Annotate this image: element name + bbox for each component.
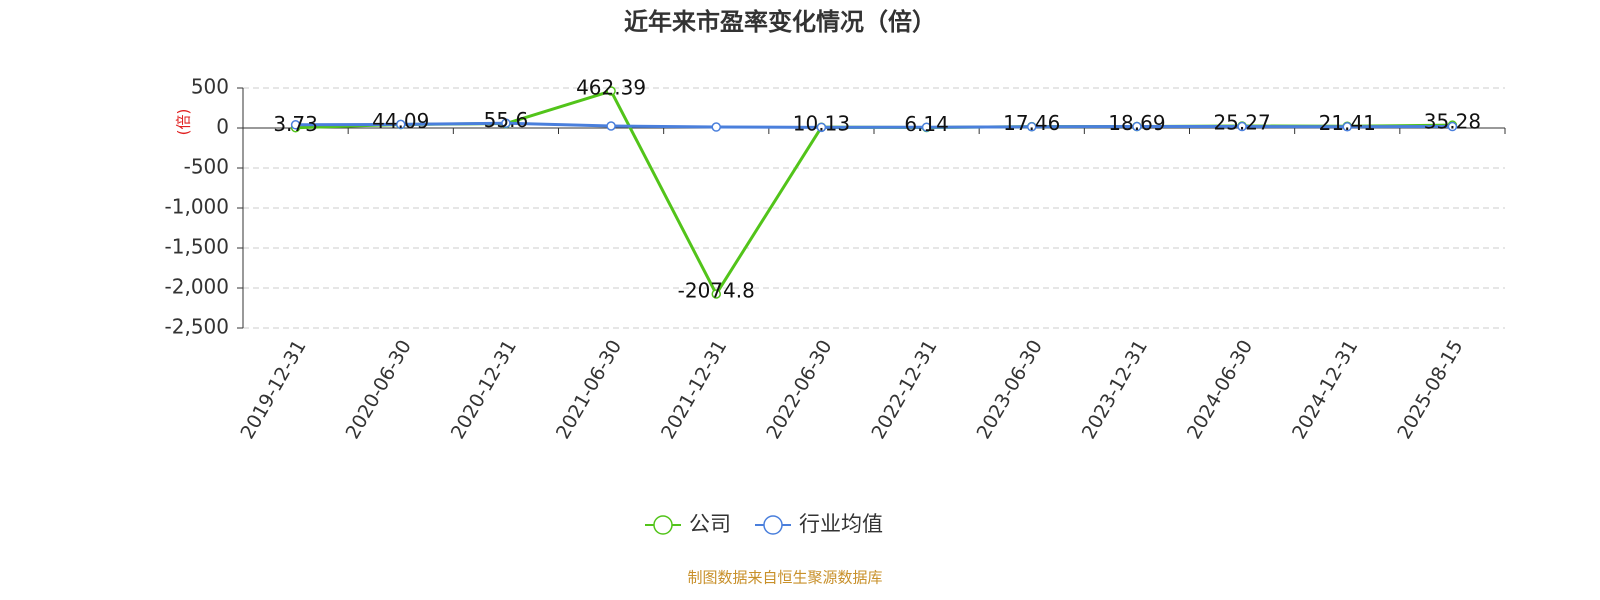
- legend-label: 公司: [689, 512, 731, 536]
- x-tick-label: 2020-12-31: [447, 336, 521, 443]
- y-tick-label: -1,000: [165, 195, 229, 219]
- x-tick-label: 2022-12-31: [867, 336, 941, 443]
- x-tick-label: 2019-12-31: [236, 336, 310, 443]
- x-tick-label: 2022-06-30: [762, 336, 836, 443]
- source-note: 制图数据来自恒生聚源数据库: [687, 569, 882, 587]
- y-axis-label: (倍): [175, 109, 193, 136]
- point: [290, 120, 301, 130]
- y-tick-label: 0: [216, 115, 229, 139]
- data-label: 462.39: [576, 76, 646, 100]
- y-tick-label: -500: [184, 155, 229, 179]
- point: [711, 122, 721, 132]
- legend-marker: [763, 515, 783, 535]
- x-tick-label: 2021-06-30: [552, 336, 626, 443]
- series-line: [295, 121, 1453, 129]
- y-tick-label: -2,500: [165, 315, 229, 339]
- y-tick-label: 500: [191, 75, 229, 99]
- data-label: 6.14: [904, 112, 949, 136]
- series-line: [295, 89, 1453, 297]
- x-tick-label: 2020-06-30: [342, 336, 416, 443]
- x-tick-label: 2021-12-31: [657, 336, 731, 443]
- x-tick-label: 2025-08-15: [1393, 336, 1467, 443]
- y-tick-label: -1,500: [165, 235, 229, 259]
- point: [501, 118, 511, 128]
- point: [816, 122, 827, 133]
- legend-label: 行业均值: [799, 512, 883, 536]
- point: [1447, 121, 1458, 132]
- chart-title: 近年来市盈率变化情况（倍）: [624, 8, 936, 36]
- point: [921, 122, 932, 132]
- point: [1027, 122, 1037, 132]
- point: [606, 121, 616, 131]
- data-label: 35.28: [1424, 110, 1481, 134]
- x-tick-label: 2024-12-31: [1288, 336, 1362, 443]
- point: [711, 289, 721, 299]
- point: [1237, 121, 1247, 132]
- data-label: 25.27: [1213, 110, 1270, 134]
- x-tick-label: 2023-06-30: [973, 336, 1047, 443]
- point: [606, 86, 616, 96]
- point: [1132, 121, 1142, 132]
- data-label: 3.73: [273, 112, 318, 136]
- data-label: 18.69: [1108, 111, 1165, 135]
- legend-marker: [653, 515, 673, 535]
- data-label: 21.41: [1319, 111, 1376, 135]
- y-tick-label: -2,000: [165, 275, 229, 299]
- x-tick-label: 2024-06-30: [1183, 336, 1257, 443]
- data-label: 55.6: [484, 108, 529, 132]
- data-label: -2074.8: [678, 278, 755, 302]
- data-label: 44.09: [372, 109, 429, 133]
- point: [396, 119, 406, 130]
- x-tick-label: 2023-12-31: [1078, 336, 1152, 443]
- data-label: 10.13: [793, 112, 850, 136]
- point: [1342, 122, 1352, 132]
- data-label: 17.46: [1003, 111, 1060, 135]
